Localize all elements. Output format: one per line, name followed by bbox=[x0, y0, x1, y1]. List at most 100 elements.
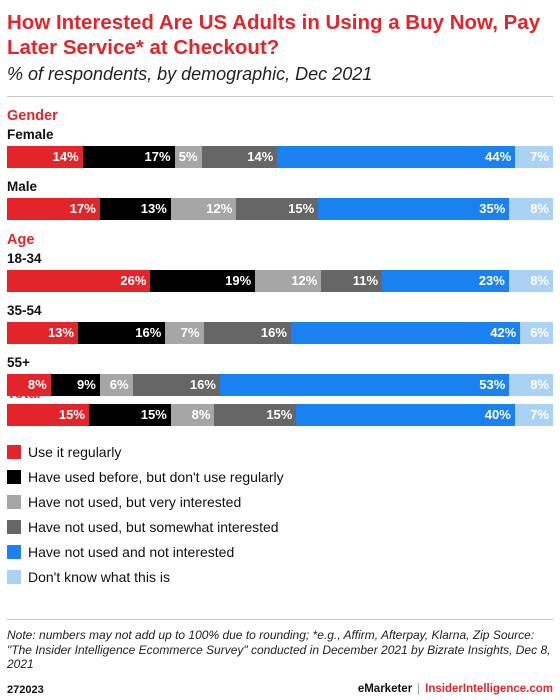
segment-value-label: 14% bbox=[247, 149, 274, 164]
row-label-18-34: 18-34 bbox=[7, 251, 42, 266]
chart-id: 272023 bbox=[7, 684, 44, 696]
bar-segment bbox=[321, 270, 383, 292]
bar-segment bbox=[509, 198, 554, 220]
segment-value-label: 7% bbox=[530, 149, 549, 164]
bar-segment bbox=[132, 374, 221, 396]
bar-segment bbox=[99, 374, 134, 396]
bar-18-34: 26% 19% 12% 11% 23% 8% bbox=[7, 270, 554, 292]
footer-brand: eMarketer | InsiderIntelligence.com bbox=[358, 683, 553, 695]
row-label-male: Male bbox=[7, 179, 38, 194]
bar-segment bbox=[203, 322, 292, 344]
bar-segment bbox=[99, 198, 172, 220]
legend-label: Have not used and not interested bbox=[28, 544, 235, 560]
legend-label: Use it regularly bbox=[28, 444, 122, 460]
legend-label: Have used before, but don't use regularl… bbox=[28, 469, 284, 485]
bar-55-: 8% 9% 6% 16% 53% 8% bbox=[7, 374, 554, 396]
bar-segment bbox=[520, 322, 554, 344]
segment-value-label: 5% bbox=[178, 149, 198, 164]
bar-segment bbox=[509, 374, 554, 396]
segment-value-label: 6% bbox=[109, 377, 129, 392]
bar-segment bbox=[515, 146, 554, 168]
bar-segment bbox=[514, 404, 554, 426]
segment-value-label: 11% bbox=[352, 273, 379, 288]
bar-segment bbox=[382, 270, 510, 292]
segment-value-label: 8% bbox=[27, 377, 47, 392]
brand-insider-intelligence: InsiderIntelligence.com bbox=[425, 683, 553, 695]
bar-segment bbox=[7, 374, 52, 396]
bar-segment bbox=[7, 404, 90, 426]
bar-total: 15% 15% 8% 15% 40% 7% bbox=[7, 404, 554, 426]
bar-female: 14% 17% 5% 14% 44% 7% bbox=[7, 146, 554, 168]
brand-separator: | bbox=[417, 683, 421, 695]
segment-value-label: 53% bbox=[479, 377, 506, 392]
bar-segment bbox=[165, 322, 205, 344]
segment-value-label: 15% bbox=[58, 407, 85, 422]
bar-segment bbox=[7, 270, 151, 292]
legend-swatch bbox=[7, 520, 21, 534]
bar-segment bbox=[277, 146, 516, 168]
bar-segment bbox=[296, 404, 516, 426]
segment-value-label: 16% bbox=[135, 325, 162, 340]
segment-value-label: 17% bbox=[69, 201, 96, 216]
segment-value-label: 8% bbox=[191, 407, 211, 422]
bar-segment bbox=[318, 198, 510, 220]
legend-swatch bbox=[7, 495, 21, 509]
segment-value-label: 35% bbox=[479, 201, 506, 216]
chart-subtitle: % of respondents, by demographic, Dec 20… bbox=[7, 64, 373, 84]
segment-value-label: 26% bbox=[120, 273, 147, 288]
top-divider bbox=[7, 96, 553, 97]
bar-segment bbox=[150, 270, 256, 292]
bar-segment bbox=[77, 322, 166, 344]
bar-segment bbox=[255, 270, 322, 292]
source-note: Note: numbers may not add up to 100% due… bbox=[7, 628, 551, 671]
bar-segment bbox=[88, 404, 172, 426]
segment-value-label: 44% bbox=[485, 149, 512, 164]
legend-label: Don't know what this is bbox=[28, 569, 170, 585]
bar-segment bbox=[7, 146, 84, 168]
group-label-gender: Gender bbox=[7, 108, 58, 124]
segment-value-label: 13% bbox=[47, 325, 74, 340]
segment-value-label: 9% bbox=[77, 377, 96, 392]
bar-segment bbox=[214, 404, 297, 426]
bar-segment bbox=[174, 146, 203, 168]
bar-35-54: 13% 16% 7% 16% 42% 6% bbox=[7, 322, 554, 344]
legend-swatch bbox=[7, 470, 21, 484]
segment-value-label: 6% bbox=[530, 325, 549, 340]
segment-value-label: 23% bbox=[478, 273, 505, 288]
chart-title: How Interested Are US Adults in Using a … bbox=[7, 11, 541, 59]
segment-value-label: 7% bbox=[530, 407, 549, 422]
bar-male: 17% 13% 12% 15% 35% 8% bbox=[7, 198, 554, 220]
legend-swatch bbox=[7, 545, 21, 559]
segment-value-label: 42% bbox=[490, 325, 517, 340]
segment-value-label: 15% bbox=[266, 407, 293, 422]
row-label-female: Female bbox=[7, 127, 54, 142]
segment-value-label: 12% bbox=[291, 273, 318, 288]
legend-label: Have not used, but somewhat interested bbox=[28, 519, 279, 535]
segment-value-label: 7% bbox=[180, 325, 200, 340]
bar-segment bbox=[82, 146, 176, 168]
bar-segment bbox=[201, 146, 278, 168]
segment-value-label: 12% bbox=[206, 201, 233, 216]
bar-segment bbox=[219, 374, 510, 396]
segment-value-label: 15% bbox=[140, 407, 167, 422]
row-label-55-: 55+ bbox=[7, 355, 30, 370]
segment-value-label: 14% bbox=[52, 149, 79, 164]
segment-value-label: 8% bbox=[530, 377, 549, 392]
segment-value-label: 16% bbox=[189, 377, 216, 392]
bar-segment bbox=[7, 198, 101, 220]
bar-segment bbox=[236, 198, 319, 220]
bar-segment bbox=[508, 270, 554, 292]
segment-value-label: 13% bbox=[140, 201, 167, 216]
bar-segment bbox=[50, 374, 101, 396]
bar-segment bbox=[170, 198, 237, 220]
row-label-35-54: 35-54 bbox=[7, 303, 42, 318]
segment-value-label: 17% bbox=[144, 149, 171, 164]
legend-label: Have not used, but very interested bbox=[28, 494, 242, 510]
segment-value-label: 40% bbox=[484, 407, 511, 422]
bar-segment bbox=[170, 404, 215, 426]
segment-value-label: 15% bbox=[288, 201, 315, 216]
segment-value-label: 16% bbox=[260, 325, 287, 340]
segment-value-label: 8% bbox=[530, 273, 549, 288]
brand-emarketer: eMarketer bbox=[357, 683, 413, 695]
bar-segment bbox=[7, 322, 79, 344]
